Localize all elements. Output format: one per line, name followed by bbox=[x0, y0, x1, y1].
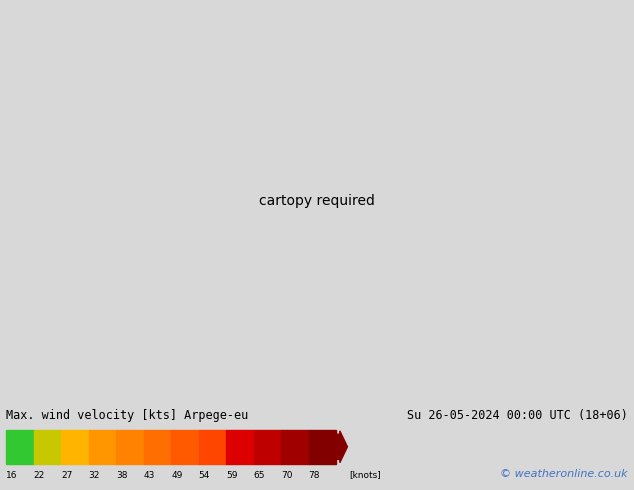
Text: 78: 78 bbox=[309, 470, 320, 480]
Text: 54: 54 bbox=[198, 470, 210, 480]
Bar bbox=[34, 430, 61, 464]
Bar bbox=[61, 430, 89, 464]
Text: [knots]: [knots] bbox=[349, 470, 381, 480]
Bar bbox=[144, 430, 171, 464]
Text: 43: 43 bbox=[144, 470, 155, 480]
Text: 59: 59 bbox=[226, 470, 238, 480]
Text: Max. wind velocity [kts] Arpege-eu: Max. wind velocity [kts] Arpege-eu bbox=[6, 409, 249, 422]
Bar bbox=[171, 430, 198, 464]
Text: 70: 70 bbox=[281, 470, 292, 480]
Bar bbox=[116, 430, 144, 464]
Text: © weatheronline.co.uk: © weatheronline.co.uk bbox=[500, 469, 628, 479]
Text: 65: 65 bbox=[254, 470, 265, 480]
Bar bbox=[281, 430, 309, 464]
Text: 16: 16 bbox=[6, 470, 18, 480]
Text: 32: 32 bbox=[89, 470, 100, 480]
Bar bbox=[89, 430, 116, 464]
Text: 49: 49 bbox=[171, 470, 183, 480]
Bar bbox=[309, 430, 336, 464]
Text: 27: 27 bbox=[61, 470, 73, 480]
Text: cartopy required: cartopy required bbox=[259, 194, 375, 208]
Bar bbox=[254, 430, 281, 464]
FancyArrow shape bbox=[336, 431, 347, 463]
Text: 38: 38 bbox=[116, 470, 127, 480]
Bar bbox=[6, 430, 34, 464]
Text: Su 26-05-2024 00:00 UTC (18+06): Su 26-05-2024 00:00 UTC (18+06) bbox=[407, 409, 628, 422]
Text: 22: 22 bbox=[34, 470, 45, 480]
Bar bbox=[198, 430, 226, 464]
Bar bbox=[226, 430, 254, 464]
